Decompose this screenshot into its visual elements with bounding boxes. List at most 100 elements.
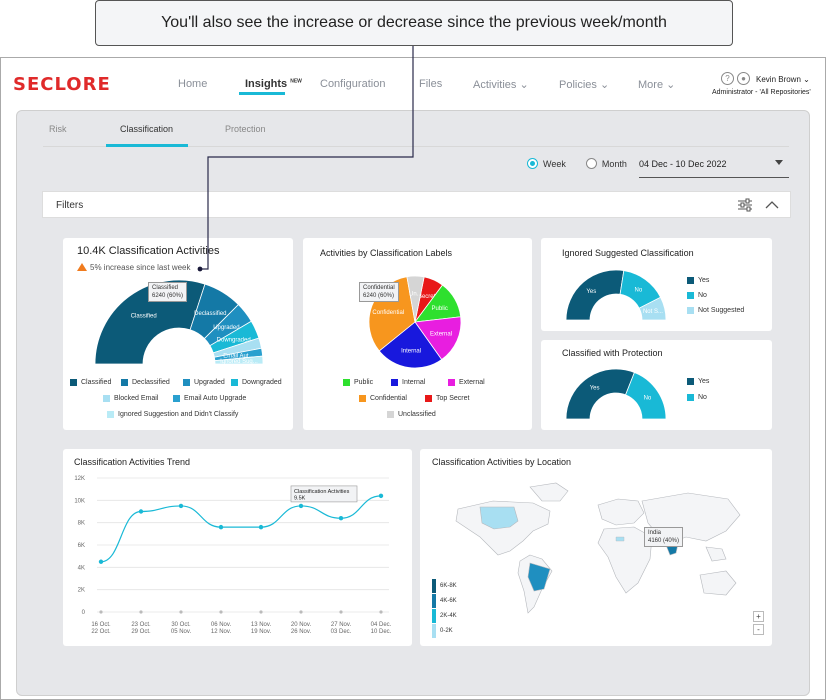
labels-legend-item-2[interactable]: External xyxy=(448,379,485,386)
zoom-out-button[interactable]: - xyxy=(753,624,764,635)
protection-title: Classified with Protection xyxy=(562,348,663,358)
legend-label: Blocked Email xyxy=(114,395,159,402)
ignored-title: Ignored Suggested Classification xyxy=(562,248,694,258)
trend-point[interactable] xyxy=(258,524,264,530)
protection-legend-item-0[interactable]: Yes xyxy=(687,378,709,385)
x-axis-dot xyxy=(379,610,383,614)
x-tick-label: 12 Nov. xyxy=(211,629,232,635)
tab-risk[interactable]: Risk xyxy=(49,124,67,134)
legend-swatch xyxy=(70,379,77,386)
activities-legend-item-2[interactable]: Upgraded xyxy=(183,379,225,386)
labels-legend-item-5[interactable]: Unclassified xyxy=(387,411,436,418)
internal-slice[interactable] xyxy=(378,321,443,369)
trend-point[interactable] xyxy=(338,516,344,521)
tooltip-value: 6240 (60%) xyxy=(152,293,184,299)
trend-point[interactable] xyxy=(178,503,184,509)
highlight-region xyxy=(615,536,625,542)
unclassified-slice[interactable] xyxy=(406,275,425,323)
user-name[interactable]: Kevin Brown ⌄ xyxy=(756,75,810,84)
ignored-suggestion-segment[interactable] xyxy=(214,355,264,365)
protection-legend-item-1[interactable]: No xyxy=(687,394,707,401)
nav-activities[interactable]: Activities ⌄ xyxy=(473,78,529,91)
chevron-up-icon[interactable] xyxy=(765,200,779,210)
external-slice-label: External xyxy=(430,332,452,338)
legend-label: No xyxy=(698,394,707,401)
activities-legend-item-6[interactable]: Ignored Suggestion and Didn't Classify xyxy=(107,411,238,418)
seclore-logo: SECLORE xyxy=(13,74,111,95)
tab-protection[interactable]: Protection xyxy=(225,124,266,134)
tooltip-title: India xyxy=(648,530,662,536)
africa xyxy=(597,526,653,594)
nav-configuration[interactable]: Configuration xyxy=(320,78,386,90)
europe xyxy=(597,498,645,526)
chevron-down-icon: ⌄ xyxy=(599,79,610,91)
sliders-icon[interactable] xyxy=(737,198,753,212)
external-slice[interactable] xyxy=(414,316,462,361)
labels-tooltip: Confidential 6240 (60%) xyxy=(359,282,399,302)
legend-swatch xyxy=(425,395,432,402)
x-tick-label: 20 Nov. xyxy=(291,622,312,628)
trend-point[interactable] xyxy=(378,493,384,499)
activities-legend-item-3[interactable]: Downgraded xyxy=(231,379,282,386)
activities-legend-item-4[interactable]: Blocked Email xyxy=(103,395,158,402)
top-navigation: SECLORE Home Insights NEW Configuration … xyxy=(1,58,825,110)
labels-legend-item-4[interactable]: Top Secret xyxy=(425,395,469,402)
y-tick-label: 6K xyxy=(78,543,85,549)
legend-label: Ignored Suggestion and Didn't Classify xyxy=(118,411,239,418)
no-segment[interactable] xyxy=(625,371,667,420)
not-suggested-segment[interactable] xyxy=(638,296,667,321)
triangle-up-icon xyxy=(77,263,87,271)
zoom-in-button[interactable]: + xyxy=(753,611,764,622)
ignored-donut-chart[interactable]: Yes No Not S... xyxy=(563,268,669,322)
tooltip-title: Classification Activities xyxy=(294,489,350,495)
trend-line-chart[interactable]: 0 2K 4K 6K 8K 10K 12K 16 Oct.22 Oct. 23 Oct.29 O… xyxy=(63,469,412,644)
legend-swatch xyxy=(432,624,436,638)
protection-donut-chart[interactable]: Yes No xyxy=(563,367,669,421)
activities-delta: 5% increase since last week xyxy=(90,263,191,272)
x-tick-label: 06 Nov. xyxy=(211,622,232,628)
nav-home[interactable]: Home xyxy=(178,78,208,90)
period-selector: Week Month xyxy=(527,158,627,169)
trend-point[interactable] xyxy=(98,559,104,564)
trend-point[interactable] xyxy=(138,509,144,514)
nav-insights-label: Insights xyxy=(245,78,288,90)
x-axis-dot xyxy=(219,610,223,614)
x-tick-label: 10 Dec. xyxy=(371,629,392,635)
legend-swatch xyxy=(687,307,694,314)
legend-label: Public xyxy=(354,379,374,386)
southeast-asia xyxy=(705,546,727,562)
tooltip-value: 4160 (40%) xyxy=(648,538,680,544)
unclassified-slice-label: Un... xyxy=(409,291,422,297)
yes-segment[interactable] xyxy=(565,368,635,420)
activities-legend-item-0[interactable]: Classified xyxy=(70,379,111,386)
activities-legend-item-1[interactable]: Declassified xyxy=(121,379,170,386)
labels-legend-item-0[interactable]: Public xyxy=(343,379,373,386)
labels-legend-item-1[interactable]: Internal xyxy=(391,379,425,386)
nav-files[interactable]: Files xyxy=(419,78,443,90)
x-tick-label: 29 Oct. xyxy=(131,629,151,635)
ignored-legend-item-1[interactable]: No xyxy=(687,292,707,299)
labels-legend-item-3[interactable]: Confidential xyxy=(359,395,407,402)
date-range-select[interactable]: 04 Dec - 10 Dec 2022 xyxy=(639,150,789,178)
legend-swatch xyxy=(103,395,110,402)
ignored-legend-item-0[interactable]: Yes xyxy=(687,277,709,284)
nav-more[interactable]: More ⌄ xyxy=(638,78,675,91)
trend-point[interactable] xyxy=(218,524,224,530)
tab-classification[interactable]: Classification xyxy=(120,124,174,134)
world-map[interactable] xyxy=(438,479,758,639)
trend-series-line[interactable] xyxy=(100,495,382,563)
week-radio[interactable] xyxy=(527,158,538,169)
legend-swatch xyxy=(359,395,366,402)
user-icon[interactable]: ● xyxy=(737,72,750,85)
x-tick-label: 03 Dec. xyxy=(331,629,352,635)
legend-swatch xyxy=(687,378,694,385)
activities-legend-item-5[interactable]: Email Auto Upgrade xyxy=(173,395,246,402)
nav-policies[interactable]: Policies ⌄ xyxy=(559,78,609,91)
legend-label: Internal xyxy=(402,379,426,386)
month-radio[interactable] xyxy=(585,158,597,169)
help-icon[interactable]: ? xyxy=(721,72,734,85)
ignored-legend-item-2[interactable]: Not Suggested xyxy=(687,307,744,314)
x-tick-label: 23 Oct. xyxy=(131,622,151,628)
nav-insights[interactable]: Insights NEW xyxy=(245,78,302,90)
trend-point[interactable] xyxy=(298,503,304,509)
